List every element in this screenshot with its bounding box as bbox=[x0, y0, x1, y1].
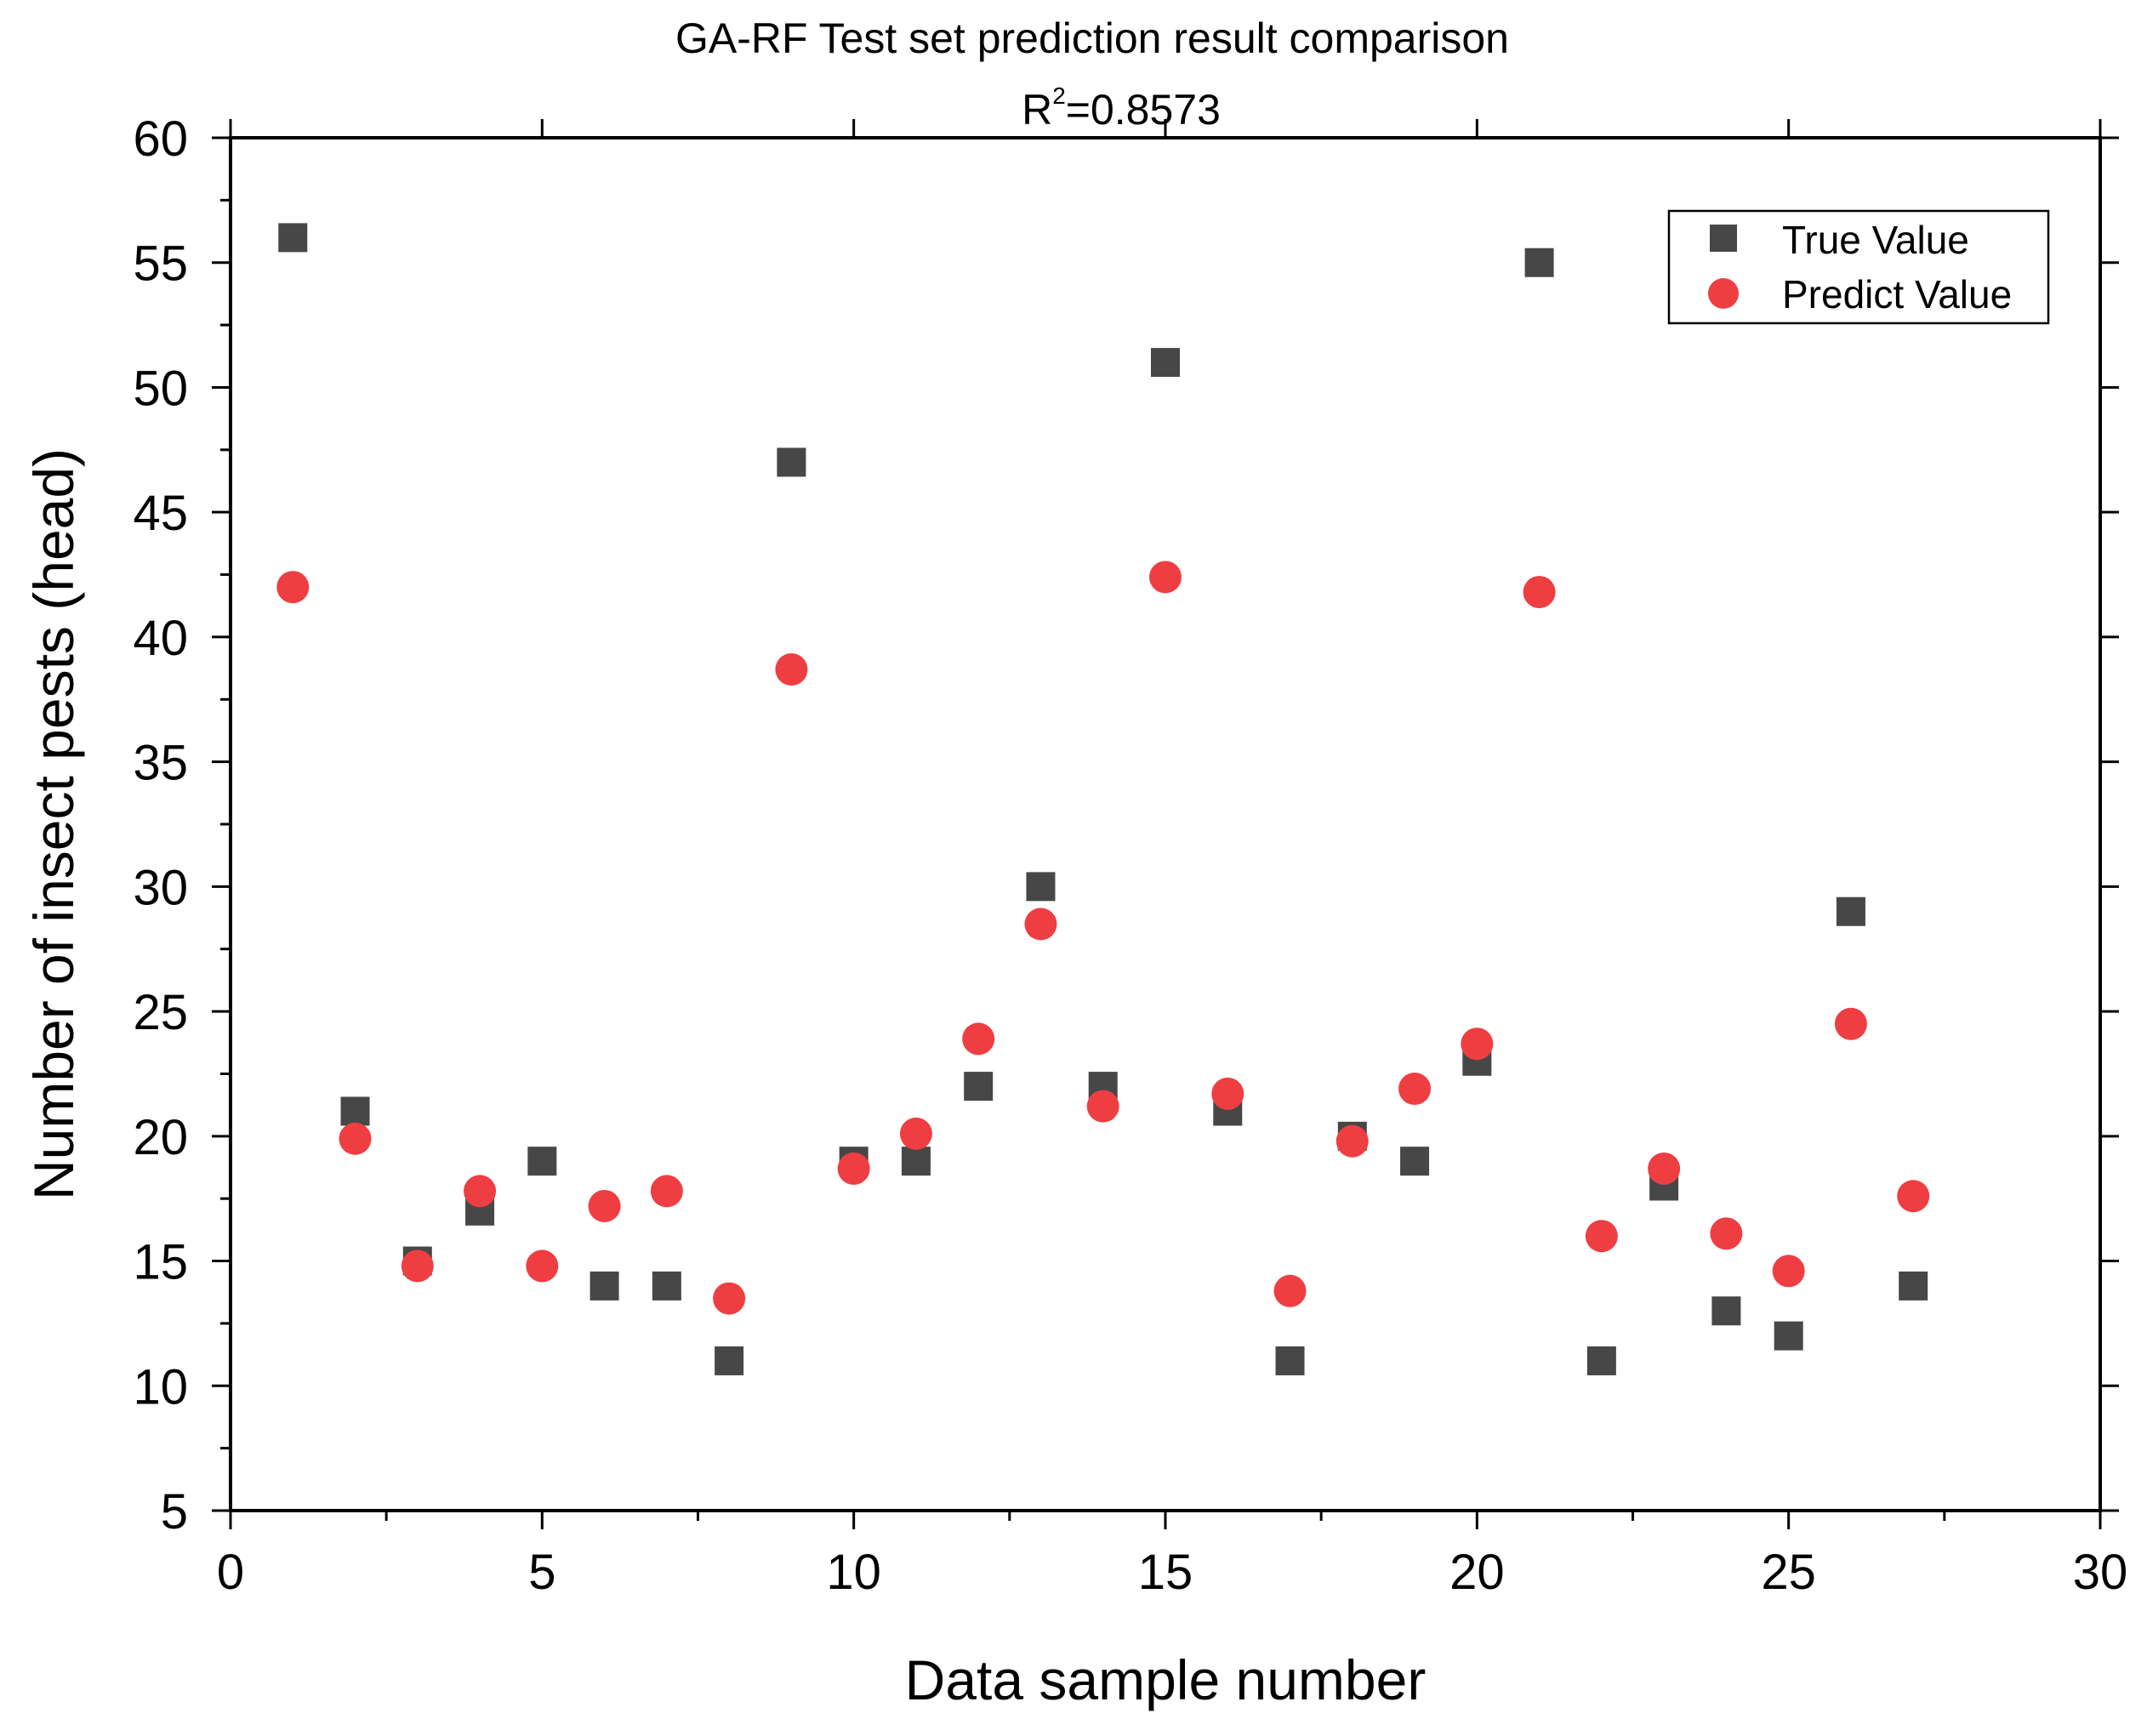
y-tick-label: 35 bbox=[133, 736, 188, 791]
true-value-point bbox=[1774, 1321, 1803, 1351]
x-tick-label: 10 bbox=[826, 1545, 881, 1600]
true-value-point bbox=[1400, 1147, 1430, 1176]
predict-value-point bbox=[588, 1189, 621, 1222]
true-value-point bbox=[589, 1271, 619, 1301]
predict-value-point bbox=[775, 653, 808, 686]
predict-value-point bbox=[1710, 1217, 1743, 1250]
predict-value-point bbox=[1024, 908, 1057, 941]
y-tick-label: 25 bbox=[133, 985, 188, 1040]
legend-true-value-label: True Value bbox=[1782, 218, 1969, 262]
predict-value-point bbox=[1149, 561, 1182, 594]
x-tick-label: 20 bbox=[1449, 1545, 1505, 1600]
true-value-point bbox=[715, 1346, 744, 1375]
legend-true-value-marker bbox=[1710, 225, 1737, 252]
y-tick-label: 20 bbox=[133, 1110, 188, 1165]
y-tick-label: 15 bbox=[133, 1235, 188, 1290]
predict-value-point bbox=[1897, 1180, 1930, 1213]
y-tick-label: 50 bbox=[133, 361, 188, 416]
true-value-point bbox=[1711, 1296, 1741, 1326]
predict-value-point bbox=[1211, 1077, 1244, 1110]
predict-value-point bbox=[1772, 1255, 1805, 1288]
predict-value-point bbox=[713, 1282, 746, 1315]
legend-predict-value-label: Predict Value bbox=[1782, 272, 2012, 316]
y-axis-ticks: 5 10 15 20 25 30 35 40 45 50 55 60 bbox=[133, 111, 2119, 1540]
true-value-point bbox=[527, 1147, 557, 1176]
x-tick-label: 25 bbox=[1761, 1545, 1816, 1600]
true-value-point bbox=[1899, 1271, 1928, 1301]
predict-value-point bbox=[899, 1117, 932, 1150]
x-axis-ticks: 0 5 10 15 20 25 30 bbox=[217, 119, 2127, 1600]
legend-predict-value-marker bbox=[1708, 278, 1739, 309]
subtitle-value: =0.8573 bbox=[1066, 86, 1221, 134]
y-tick-label: 40 bbox=[133, 611, 188, 666]
y-tick-label: 5 bbox=[161, 1484, 188, 1540]
y-tick-label: 45 bbox=[133, 486, 188, 541]
predict-value-point bbox=[837, 1152, 870, 1185]
y-tick-label: 30 bbox=[133, 860, 188, 915]
true-value-point bbox=[340, 1096, 370, 1126]
y-tick-label: 10 bbox=[133, 1359, 188, 1414]
predict-value-point bbox=[526, 1249, 559, 1283]
predict-value-point bbox=[401, 1249, 434, 1283]
true-value-point bbox=[1836, 896, 1865, 926]
predict-value-point bbox=[276, 571, 310, 604]
true-value-point bbox=[1151, 348, 1180, 378]
predict-value-point bbox=[650, 1175, 683, 1208]
predict-value-point bbox=[1273, 1274, 1307, 1307]
x-tick-label: 30 bbox=[2073, 1545, 2128, 1600]
y-tick-label: 60 bbox=[133, 111, 188, 167]
predict-value-point bbox=[1585, 1220, 1618, 1253]
series-true-value bbox=[278, 223, 1928, 1375]
chart-title: GA-RF Test set prediction result compari… bbox=[675, 14, 1509, 62]
true-value-point bbox=[777, 447, 806, 477]
x-tick-label: 5 bbox=[528, 1545, 555, 1600]
predict-value-point bbox=[1461, 1027, 1494, 1061]
true-value-point bbox=[1275, 1346, 1305, 1375]
chart-subtitle: R2=0.8573 bbox=[1022, 83, 1221, 134]
legend: True Value Predict Value bbox=[1667, 209, 2050, 325]
predict-value-point bbox=[1834, 1007, 1867, 1040]
y-tick-label: 55 bbox=[133, 236, 188, 292]
subtitle-base: R bbox=[1022, 86, 1052, 134]
true-value-point bbox=[964, 1072, 994, 1101]
true-value-point bbox=[1586, 1346, 1616, 1375]
x-tick-label: 0 bbox=[217, 1545, 244, 1600]
true-value-point bbox=[652, 1271, 681, 1301]
predict-value-point bbox=[1523, 576, 1556, 609]
y-axis-label: Number of insect pests (head) bbox=[22, 448, 85, 1200]
subtitle-superscript: 2 bbox=[1052, 83, 1066, 109]
predict-value-point bbox=[464, 1175, 497, 1208]
plot-frame bbox=[229, 136, 2102, 1512]
true-value-point bbox=[1524, 248, 1554, 277]
predict-value-point bbox=[962, 1022, 995, 1056]
series-predict-value bbox=[276, 561, 1930, 1315]
predict-value-point bbox=[1398, 1073, 1432, 1106]
true-value-point bbox=[901, 1147, 931, 1176]
true-value-point bbox=[1026, 872, 1056, 902]
true-value-point bbox=[278, 223, 308, 253]
predict-value-point bbox=[1335, 1124, 1369, 1158]
predict-value-point bbox=[1086, 1090, 1119, 1123]
x-axis-label: Data sample number bbox=[905, 1648, 1427, 1711]
x-tick-label: 15 bbox=[1138, 1545, 1193, 1600]
predict-value-point bbox=[1648, 1152, 1681, 1185]
predict-value-point bbox=[339, 1122, 372, 1155]
